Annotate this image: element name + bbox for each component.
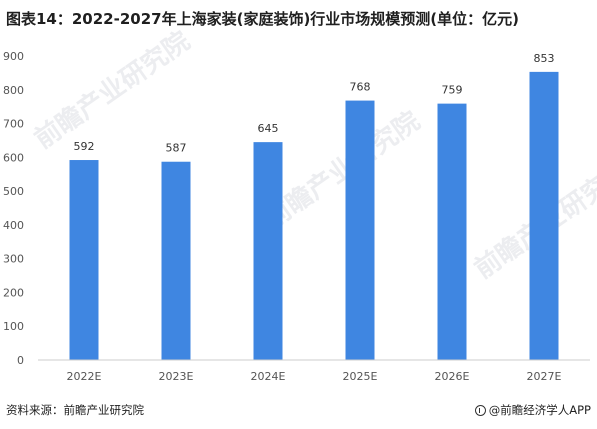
y-tick-label: 600: [3, 151, 24, 164]
bar: [529, 71, 559, 361]
y-tick-label: 0: [17, 354, 24, 367]
y-tick-label: 200: [3, 286, 24, 299]
bar: [69, 160, 99, 360]
y-tick-label: 100: [3, 320, 24, 333]
x-tick-label: 2023E: [159, 370, 194, 383]
bar: [437, 103, 467, 361]
brand-credit: @前瞻经济学人APP: [474, 402, 591, 418]
data-label: 853: [534, 52, 555, 65]
source-note: 资料来源：前瞻产业研究院: [6, 403, 144, 417]
x-tick-label: 2022E: [67, 370, 102, 383]
data-label: 592: [74, 140, 95, 153]
data-label: 645: [258, 122, 279, 135]
data-label: 759: [442, 84, 463, 97]
y-tick-label: 700: [3, 118, 24, 131]
y-tick-label: 900: [3, 50, 24, 63]
y-tick-label: 400: [3, 219, 24, 232]
data-label: 768: [350, 81, 371, 94]
x-tick-label: 2027E: [527, 370, 562, 383]
x-tick-label: 2026E: [435, 370, 470, 383]
y-tick-label: 800: [3, 84, 24, 97]
x-tick-label: 2024E: [251, 370, 286, 383]
brand-logo-icon: [474, 404, 486, 416]
brand-text: @前瞻经济学人APP: [488, 403, 591, 417]
y-tick-label: 300: [3, 253, 24, 266]
chart-title: 图表14：2022-2027年上海家装(家庭装饰)行业市场规模预测(单位：亿元): [6, 10, 520, 28]
x-tick-label: 2025E: [343, 370, 378, 383]
bar: [253, 142, 283, 360]
data-label: 587: [166, 142, 187, 155]
bar: [345, 100, 375, 360]
y-axis: 0 100 200 300 400 500 600 700 800 900: [3, 50, 24, 367]
y-tick-label: 500: [3, 185, 24, 198]
bar: [161, 161, 191, 360]
x-axis: 2022E 2023E 2024E 2025E 2026E 2027E: [38, 359, 590, 383]
bar-series: 592 587 645 768 759 853: [69, 52, 559, 361]
